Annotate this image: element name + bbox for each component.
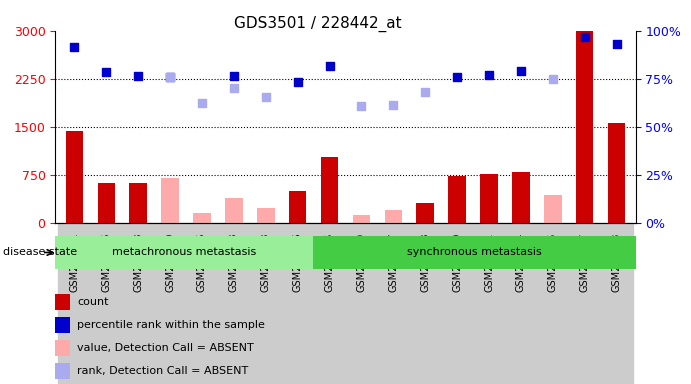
Text: percentile rank within the sample: percentile rank within the sample	[77, 320, 265, 330]
Bar	[576, 31, 594, 223]
Point	[164, 74, 176, 80]
Bar	[282, 223, 314, 384]
Bar	[385, 210, 402, 223]
Point	[196, 100, 207, 106]
Bar	[480, 174, 498, 223]
Bar	[569, 223, 600, 384]
FancyBboxPatch shape	[55, 236, 313, 269]
Point	[547, 76, 558, 82]
Point	[484, 72, 495, 78]
Bar	[377, 223, 409, 384]
Text: value, Detection Call = ABSENT: value, Detection Call = ABSENT	[77, 343, 254, 353]
Bar	[473, 223, 505, 384]
Point	[356, 103, 367, 109]
Bar	[186, 223, 218, 384]
Bar	[321, 157, 339, 223]
Point	[324, 63, 335, 69]
Bar	[193, 213, 211, 223]
Bar	[448, 176, 466, 223]
FancyBboxPatch shape	[313, 236, 636, 269]
Bar	[55, 363, 70, 379]
Text: rank, Detection Call = ABSENT: rank, Detection Call = ABSENT	[77, 366, 249, 376]
Point	[101, 69, 112, 75]
Bar	[537, 223, 569, 384]
Bar	[505, 223, 537, 384]
Bar	[161, 179, 179, 223]
Bar	[66, 131, 83, 223]
Point	[69, 44, 80, 50]
Bar	[161, 178, 179, 223]
Bar	[257, 208, 274, 223]
Point	[164, 74, 176, 81]
Bar	[608, 123, 625, 223]
Point	[292, 79, 303, 85]
Bar	[346, 223, 377, 384]
Bar	[154, 223, 186, 384]
Text: count: count	[77, 297, 109, 307]
Bar	[59, 223, 91, 384]
Point	[388, 102, 399, 108]
Point	[452, 74, 463, 80]
Bar	[129, 183, 147, 223]
Bar	[91, 223, 122, 384]
Point	[611, 40, 622, 46]
Bar	[289, 191, 306, 223]
Point	[515, 68, 527, 74]
Point	[261, 94, 272, 100]
Point	[133, 73, 144, 79]
Bar	[97, 183, 115, 223]
Bar	[600, 223, 632, 384]
Text: disease state: disease state	[3, 247, 77, 257]
Text: metachronous metastasis: metachronous metastasis	[112, 247, 256, 258]
Bar	[250, 223, 282, 384]
Bar	[314, 223, 346, 384]
Bar	[55, 294, 70, 310]
Bar	[352, 215, 370, 223]
Point	[228, 84, 239, 91]
Point	[579, 34, 590, 40]
Point	[228, 73, 239, 79]
Bar	[441, 223, 473, 384]
Bar	[225, 198, 243, 223]
Bar	[409, 223, 441, 384]
Bar	[417, 203, 434, 223]
Bar	[218, 223, 250, 384]
Bar	[55, 340, 70, 356]
Bar	[55, 317, 70, 333]
Text: synchronous metastasis: synchronous metastasis	[407, 247, 542, 258]
Bar	[122, 223, 154, 384]
Point	[419, 89, 430, 95]
Text: GDS3501 / 228442_at: GDS3501 / 228442_at	[234, 15, 401, 31]
Bar	[544, 195, 562, 223]
Bar	[512, 172, 530, 223]
